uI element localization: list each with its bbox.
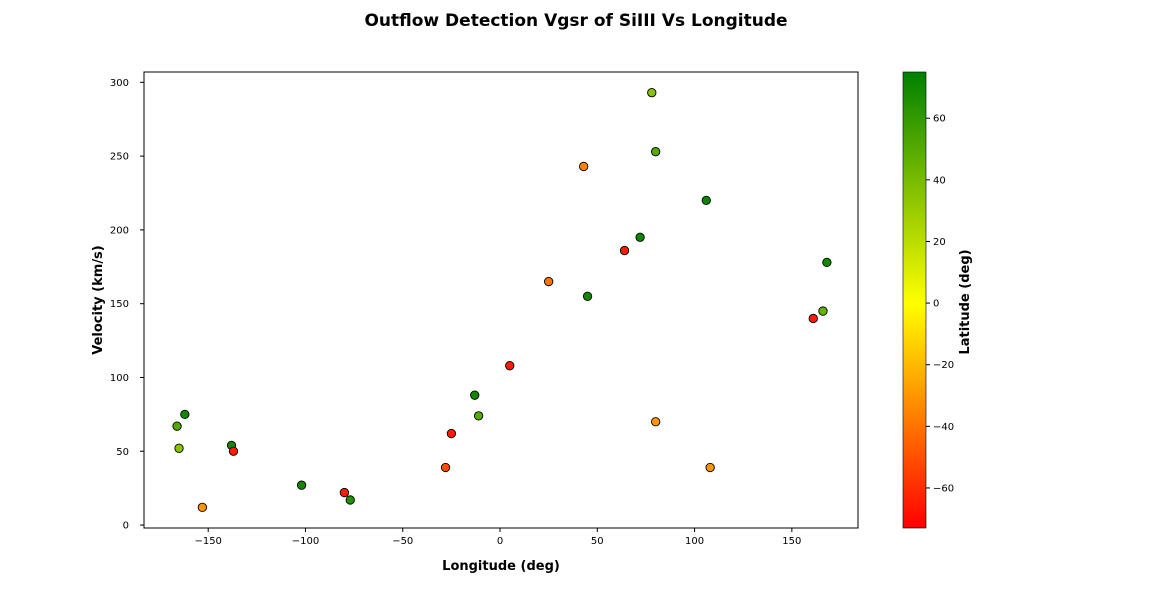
x-tick-label: 0 bbox=[497, 536, 503, 547]
data-point bbox=[446, 428, 457, 439]
data-point bbox=[470, 390, 480, 400]
data-point bbox=[544, 276, 554, 287]
colorbar-tick-label: 40 bbox=[933, 175, 946, 186]
y-tick-label: 250 bbox=[110, 152, 129, 163]
plot-area bbox=[143, 71, 859, 529]
data-point bbox=[818, 306, 828, 316]
data-point bbox=[228, 446, 239, 456]
colorbar bbox=[902, 71, 927, 529]
data-point bbox=[701, 195, 711, 206]
data-point bbox=[582, 291, 593, 301]
colorbar-tick-label: −20 bbox=[933, 360, 954, 371]
data-point bbox=[822, 257, 832, 268]
data-point bbox=[174, 443, 184, 453]
x-tick-label: −100 bbox=[292, 536, 319, 547]
data-point bbox=[197, 502, 208, 512]
data-point bbox=[651, 147, 661, 157]
chart-title: Outflow Detection Vgsr of SiIII Vs Longi… bbox=[364, 11, 787, 31]
data-point bbox=[180, 409, 190, 420]
data-points bbox=[172, 88, 832, 512]
y-tick-label: 200 bbox=[110, 225, 129, 236]
colorbar-label: Latitude (deg) bbox=[958, 249, 973, 354]
data-point bbox=[345, 495, 355, 505]
y-tick-label: 150 bbox=[110, 299, 129, 310]
x-tick-label: 50 bbox=[591, 536, 604, 547]
colorbar-axis: −60 −40 −20 0 20 40 60 bbox=[926, 114, 954, 494]
x-tick-label: −150 bbox=[194, 536, 221, 547]
y-axis-label: Velocity (km/s) bbox=[91, 245, 106, 355]
y-tick-label: 50 bbox=[116, 447, 129, 458]
data-point bbox=[172, 421, 182, 431]
x-axis: −150 −100 −50 0 50 100 150 bbox=[194, 528, 801, 547]
data-point bbox=[473, 411, 484, 421]
data-point bbox=[705, 462, 715, 473]
data-point bbox=[339, 487, 350, 498]
data-point bbox=[635, 232, 645, 242]
x-tick-label: 100 bbox=[685, 536, 704, 547]
data-point bbox=[505, 361, 515, 371]
y-tick-label: 100 bbox=[110, 373, 129, 384]
data-point bbox=[619, 245, 630, 256]
colorbar-tick-label: 20 bbox=[933, 237, 946, 248]
colorbar-tick-label: 0 bbox=[933, 299, 939, 310]
colorbar-tick-label: −40 bbox=[933, 422, 954, 433]
data-point bbox=[579, 161, 589, 172]
data-point bbox=[296, 480, 307, 490]
x-tick-label: 150 bbox=[782, 536, 801, 547]
y-axis: 0 50 100 150 200 250 300 bbox=[110, 78, 144, 532]
data-point bbox=[651, 417, 661, 427]
data-point bbox=[647, 88, 657, 98]
y-tick-label: 300 bbox=[110, 78, 129, 89]
data-point bbox=[440, 462, 451, 473]
x-tick-label: −50 bbox=[392, 536, 413, 547]
colorbar-tick-label: −60 bbox=[933, 483, 954, 494]
colorbar-tick-label: 60 bbox=[933, 114, 946, 125]
y-tick-label: 0 bbox=[123, 521, 129, 532]
data-point bbox=[808, 313, 818, 324]
x-axis-label: Longitude (deg) bbox=[442, 559, 560, 574]
